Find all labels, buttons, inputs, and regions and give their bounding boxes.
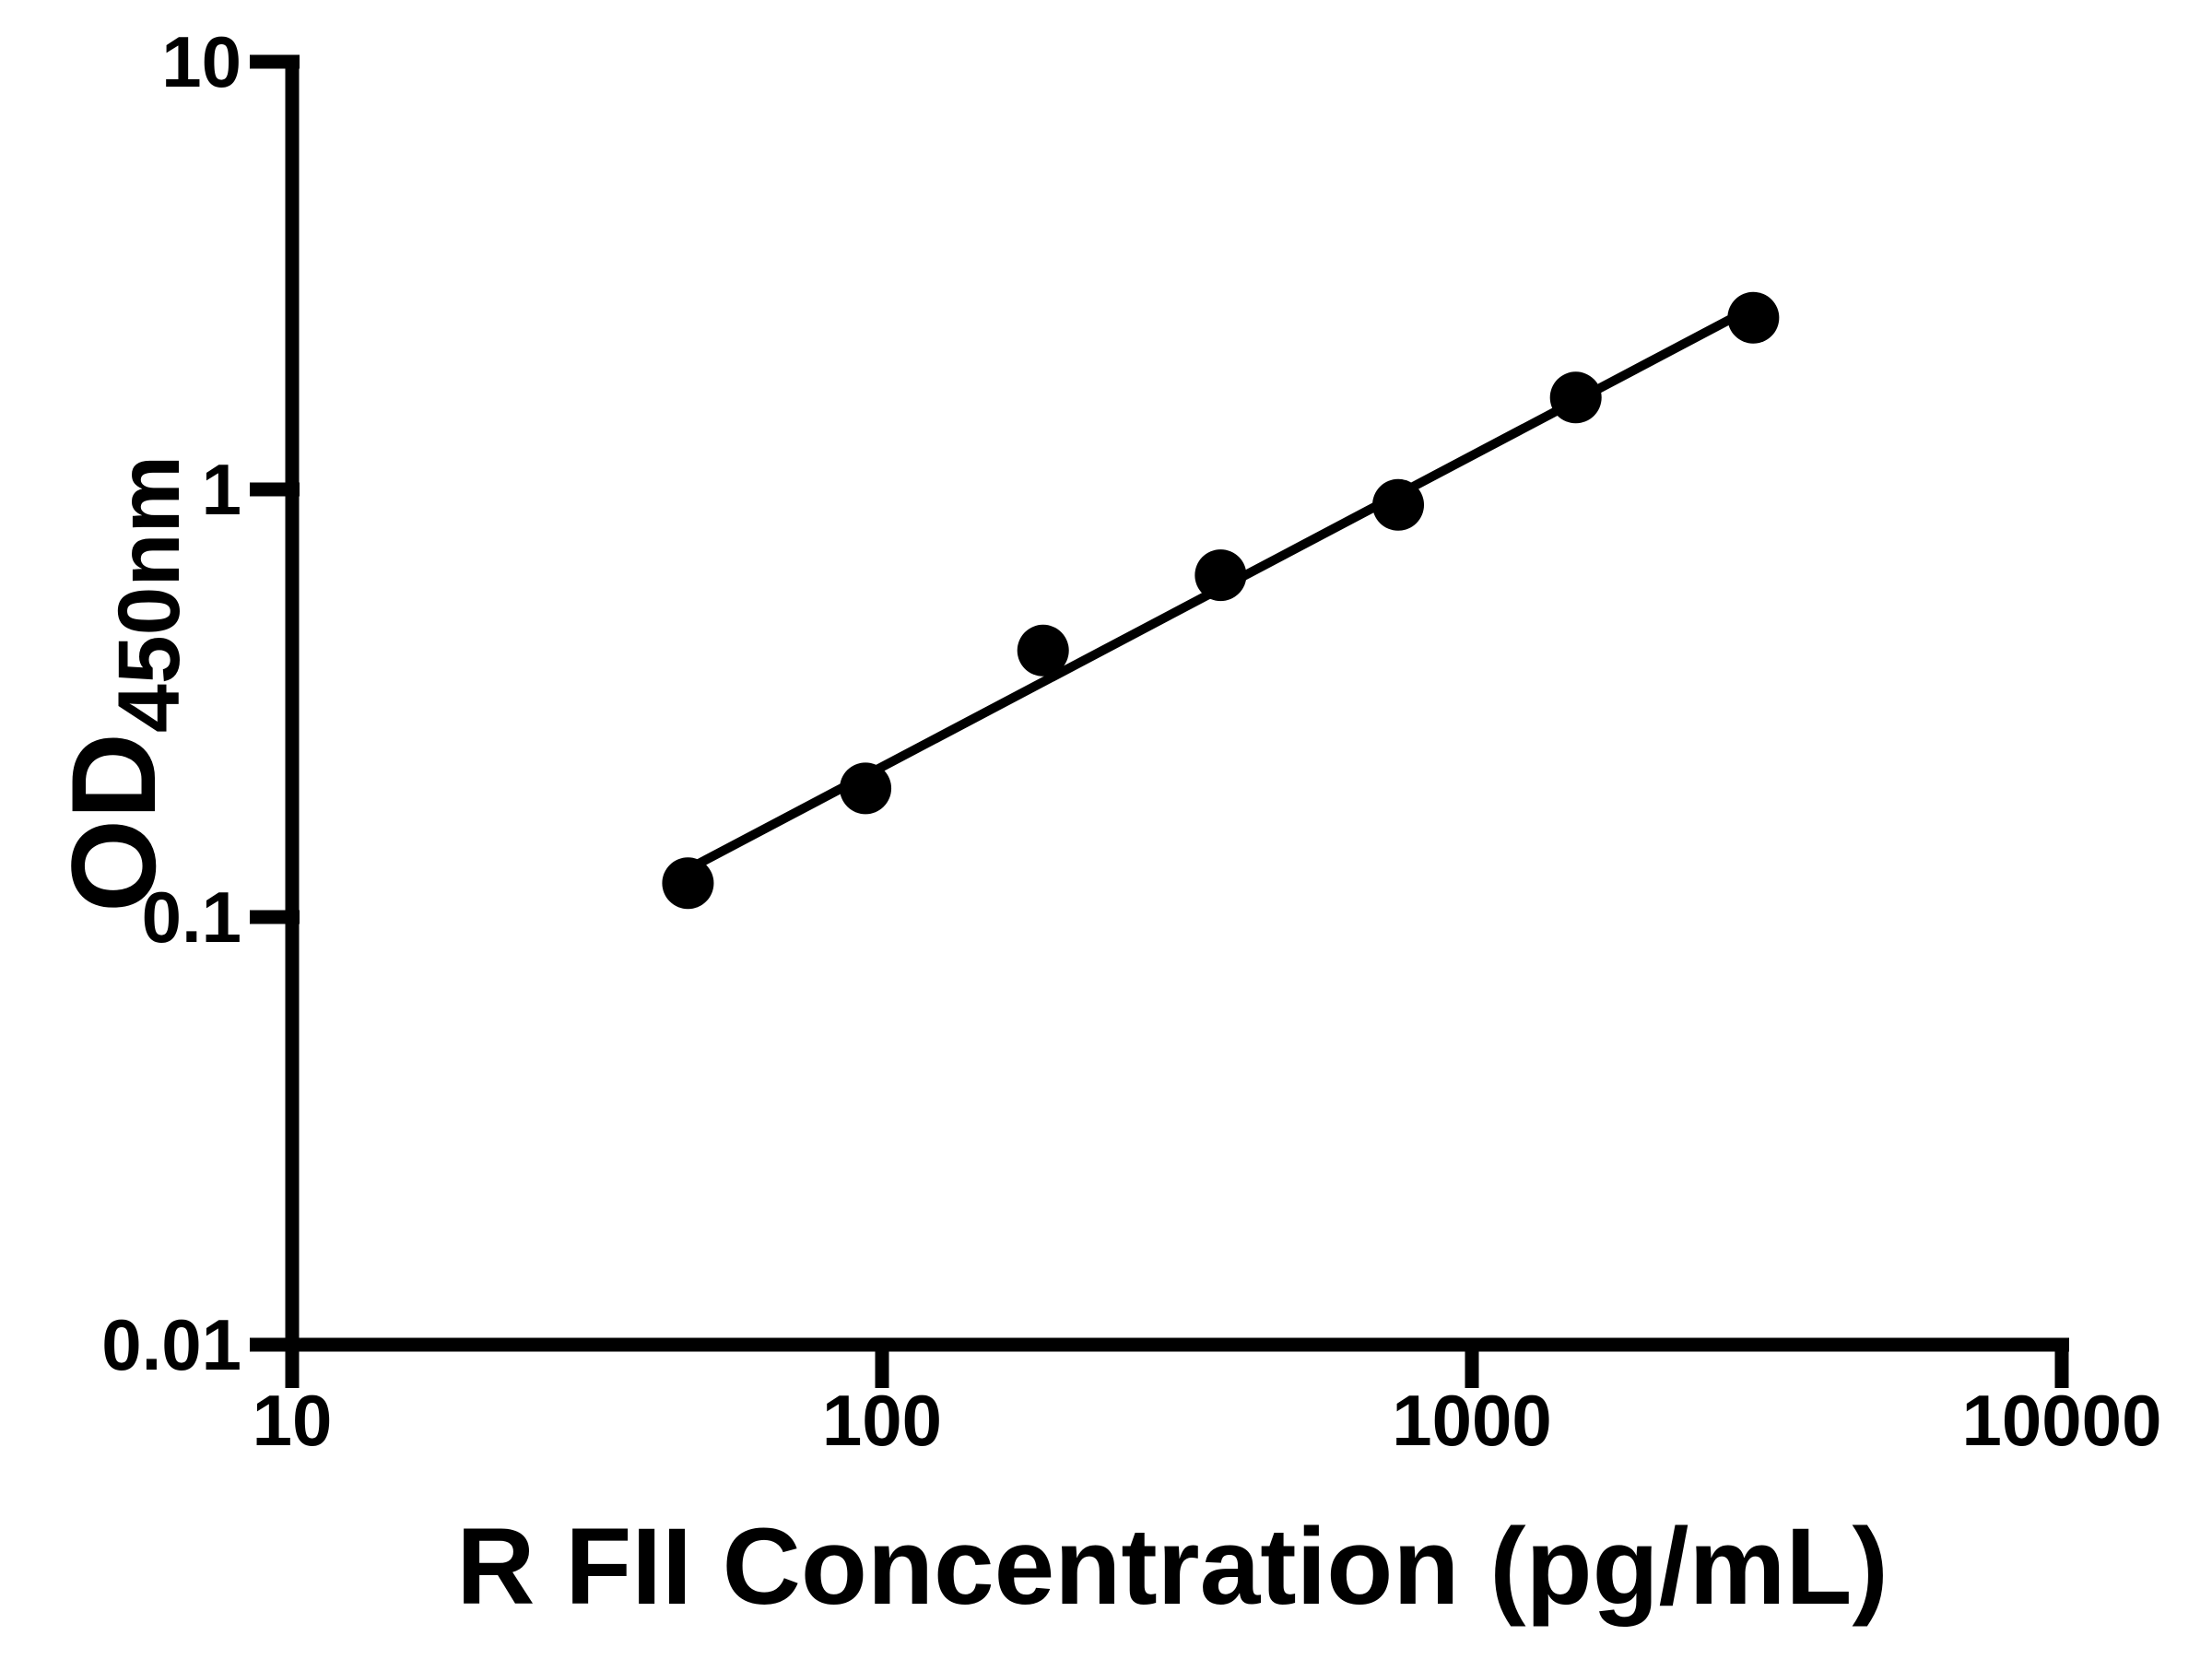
data-point: [1549, 371, 1602, 424]
data-point: [1372, 478, 1425, 531]
y-axis-title-sub: 450nm: [100, 455, 198, 733]
x-tick-label: 10: [253, 1380, 333, 1461]
y-tick-label: 10: [161, 21, 241, 102]
y-axis-title-main: OD: [46, 733, 181, 912]
axes-frame: [285, 55, 2069, 1352]
data-point: [1727, 291, 1780, 344]
x-tick-label: 10000: [1962, 1380, 2162, 1461]
y-tick-label: 0.1: [142, 877, 241, 958]
data-point: [1194, 549, 1247, 602]
x-tick-label: 100: [822, 1380, 942, 1461]
x-axis-title: R FII Concentration (pg/mL): [456, 1506, 1888, 1628]
x-tick-label: 1000: [1392, 1380, 1552, 1461]
data-point: [1017, 624, 1069, 677]
y-tick-label: 1: [202, 449, 241, 530]
data-point: [840, 762, 892, 815]
data-point: [662, 857, 714, 910]
y-tick-label: 0.01: [101, 1304, 241, 1385]
y-axis-title: OD450nm: [46, 455, 198, 912]
